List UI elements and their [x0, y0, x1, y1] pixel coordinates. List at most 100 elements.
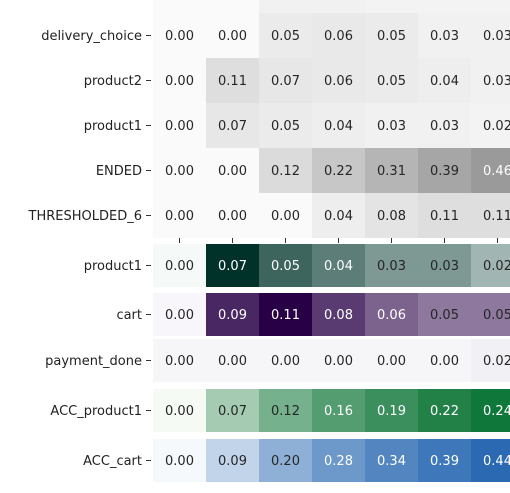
heatmap-cell-label: 0.05 — [271, 259, 300, 274]
heatmap-cell — [471, 13, 510, 58]
row-label: delivery_choice — [41, 29, 142, 44]
heatmap-cell-label: 0.28 — [324, 454, 353, 469]
heatmap-cell — [206, 439, 259, 482]
heatmap-cell-label: 0.46 — [483, 164, 510, 179]
heatmap-cell-label: 0.00 — [165, 119, 194, 134]
heatmap-cell-label: 0.24 — [483, 404, 510, 419]
heatmap-cell — [153, 0, 206, 13]
heatmap-cell-label: 0.00 — [218, 164, 247, 179]
heatmap-cell-label: 0.05 — [483, 308, 510, 323]
heatmap-cell-label: 0.05 — [377, 74, 406, 89]
heatmap-cell-label: 0.03 — [483, 29, 510, 44]
heatmap-cell — [153, 193, 206, 238]
heatmap-cell — [259, 13, 312, 58]
heatmap-cell — [365, 244, 418, 287]
heatmap-cell — [259, 339, 312, 382]
heatmap-cell — [418, 148, 471, 193]
heatmap-cell-label: 0.05 — [430, 308, 459, 323]
heatmap-cell-label: 0.44 — [483, 454, 510, 469]
heatmap-cell-label: 0.22 — [430, 404, 459, 419]
heatmap-cell — [365, 439, 418, 482]
heatmap-cell — [259, 389, 312, 432]
heatmap-cell-label: 0.11 — [483, 209, 510, 224]
heatmap-cell — [418, 193, 471, 238]
heatmap-cell-label: 0.20 — [271, 454, 300, 469]
heatmap-cell — [153, 339, 206, 382]
heatmap-cell — [471, 293, 510, 336]
heatmap-cell — [153, 13, 206, 58]
heatmap-cell — [312, 0, 365, 13]
heatmap-cell — [365, 148, 418, 193]
heatmap-cell-label: 0.00 — [165, 164, 194, 179]
heatmap-cell-label: 0.31 — [377, 164, 406, 179]
heatmap-cell-label: 0.00 — [271, 209, 300, 224]
heatmap-cell — [471, 439, 510, 482]
heatmap-cell-label: 0.09 — [218, 308, 247, 323]
heatmap-cell-label: 0.11 — [271, 308, 300, 323]
heatmap-block-green: 0.00 0.07 0.12 0.16 0.19 0.22 0.24 — [153, 389, 510, 432]
heatmap-cell — [418, 339, 471, 382]
heatmap-cell-label: 0.07 — [218, 259, 247, 274]
heatmap-cell-label: 0.08 — [377, 209, 406, 224]
heatmap-cell-label: 0.02 — [483, 354, 510, 369]
heatmap-cell — [312, 103, 365, 148]
heatmap-cell-label: 0.12 — [271, 404, 300, 419]
heatmap-cell-label: 0.03 — [430, 119, 459, 134]
heatmap-block-purple: 0.00 0.09 0.11 0.08 0.06 0.05 0.05 — [153, 293, 510, 336]
heatmap-cell-label: 0.02 — [483, 259, 510, 274]
heatmap-cell — [153, 244, 206, 287]
heatmap-cell — [471, 193, 510, 238]
heatmap-cell-label: 0.06 — [377, 308, 406, 323]
heatmap-cell — [471, 389, 510, 432]
heatmap-cell — [312, 13, 365, 58]
heatmap-cell — [471, 58, 510, 103]
heatmap-cell-label: 0.00 — [218, 29, 247, 44]
row-label: product1 — [84, 119, 142, 134]
heatmap-cell-label: 0.03 — [483, 74, 510, 89]
heatmap-cell-label: 0.08 — [324, 308, 353, 323]
heatmap-cell — [259, 148, 312, 193]
heatmap-cell — [418, 244, 471, 287]
heatmap-cell — [418, 58, 471, 103]
heatmap-cell — [153, 148, 206, 193]
heatmap-cell-label: 0.39 — [430, 454, 459, 469]
row-label: ACC_product1 — [50, 404, 142, 419]
heatmap-cell — [206, 339, 259, 382]
heatmap-cell-label: 0.00 — [218, 209, 247, 224]
heatmap-cell — [365, 339, 418, 382]
heatmap-cell-label: 0.00 — [430, 354, 459, 369]
heatmap-cell — [259, 193, 312, 238]
heatmap-block-blue: 0.00 0.09 0.20 0.28 0.34 0.39 0.44 — [153, 439, 510, 482]
heatmap-cell — [206, 13, 259, 58]
heatmap-cell-label: 0.04 — [324, 259, 353, 274]
heatmap-cell — [206, 293, 259, 336]
heatmap-cell-label: 0.06 — [324, 29, 353, 44]
heatmap-cell-label: 0.11 — [218, 74, 247, 89]
heatmap-cell — [471, 148, 510, 193]
heatmap-cell — [365, 103, 418, 148]
heatmap-cell-label: 0.00 — [377, 354, 406, 369]
heatmap-cell — [418, 13, 471, 58]
heatmap-cell — [259, 293, 312, 336]
heatmap-cell-label: 0.22 — [324, 164, 353, 179]
heatmap-cell — [312, 58, 365, 103]
heatmap-cell-label: 0.00 — [165, 308, 194, 323]
heatmap-cell-label: 0.03 — [377, 259, 406, 274]
heatmap-cell-label: 0.00 — [324, 354, 353, 369]
heatmap-cell — [365, 13, 418, 58]
row-label: cart — [116, 308, 142, 323]
heatmap-cell — [365, 293, 418, 336]
heatmap-cell-label: 0.04 — [430, 74, 459, 89]
heatmap-cell-label: 0.05 — [271, 29, 300, 44]
heatmap-cell — [312, 193, 365, 238]
heatmap-cell — [206, 58, 259, 103]
heatmap-cell — [312, 293, 365, 336]
heatmap-cell-label: 0.00 — [165, 354, 194, 369]
heatmap-cell — [471, 103, 510, 148]
heatmap-cell-label: 0.12 — [271, 164, 300, 179]
heatmap-cell — [471, 0, 510, 13]
heatmap-cell — [206, 244, 259, 287]
heatmap-cell — [153, 389, 206, 432]
heatmap-cell — [153, 439, 206, 482]
